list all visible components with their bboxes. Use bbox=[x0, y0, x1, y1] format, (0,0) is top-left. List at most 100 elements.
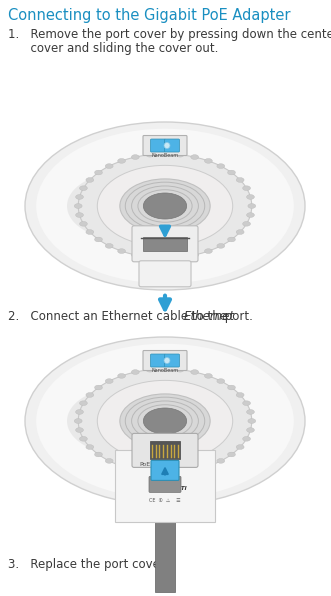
Ellipse shape bbox=[131, 155, 139, 159]
Ellipse shape bbox=[161, 256, 169, 260]
Ellipse shape bbox=[243, 436, 251, 441]
Ellipse shape bbox=[146, 255, 154, 260]
Circle shape bbox=[164, 142, 170, 148]
Ellipse shape bbox=[118, 249, 125, 253]
Ellipse shape bbox=[143, 193, 187, 219]
Ellipse shape bbox=[25, 122, 305, 290]
Ellipse shape bbox=[105, 458, 113, 463]
Ellipse shape bbox=[205, 374, 212, 378]
Ellipse shape bbox=[36, 344, 294, 498]
Ellipse shape bbox=[165, 390, 249, 436]
Ellipse shape bbox=[146, 153, 154, 157]
Text: port.: port. bbox=[221, 310, 253, 323]
Ellipse shape bbox=[120, 179, 210, 233]
FancyBboxPatch shape bbox=[165, 354, 179, 367]
Ellipse shape bbox=[131, 468, 139, 472]
Ellipse shape bbox=[248, 418, 256, 423]
Ellipse shape bbox=[118, 374, 125, 378]
Ellipse shape bbox=[79, 401, 87, 405]
Ellipse shape bbox=[243, 186, 251, 191]
Text: cover and sliding the cover out.: cover and sliding the cover out. bbox=[8, 42, 218, 55]
Ellipse shape bbox=[67, 172, 179, 240]
Ellipse shape bbox=[161, 151, 169, 156]
FancyBboxPatch shape bbox=[155, 479, 175, 592]
Ellipse shape bbox=[217, 379, 225, 383]
Ellipse shape bbox=[118, 159, 125, 163]
Ellipse shape bbox=[247, 428, 255, 432]
Ellipse shape bbox=[86, 178, 94, 182]
Ellipse shape bbox=[243, 222, 251, 226]
Text: PoE: PoE bbox=[139, 462, 151, 467]
Ellipse shape bbox=[236, 393, 244, 398]
Ellipse shape bbox=[105, 379, 113, 383]
Ellipse shape bbox=[247, 409, 255, 414]
Ellipse shape bbox=[36, 129, 294, 283]
Ellipse shape bbox=[236, 229, 244, 234]
Ellipse shape bbox=[25, 337, 305, 505]
FancyBboxPatch shape bbox=[143, 350, 187, 371]
FancyBboxPatch shape bbox=[143, 135, 187, 156]
Ellipse shape bbox=[236, 178, 244, 182]
Ellipse shape bbox=[228, 452, 235, 457]
Ellipse shape bbox=[176, 153, 184, 157]
Ellipse shape bbox=[120, 394, 210, 448]
Ellipse shape bbox=[205, 464, 212, 468]
Ellipse shape bbox=[191, 155, 199, 159]
Ellipse shape bbox=[67, 387, 179, 455]
Ellipse shape bbox=[74, 204, 82, 209]
FancyBboxPatch shape bbox=[139, 261, 191, 287]
FancyBboxPatch shape bbox=[150, 442, 180, 460]
Ellipse shape bbox=[228, 385, 235, 390]
Ellipse shape bbox=[217, 164, 225, 169]
Ellipse shape bbox=[95, 452, 102, 457]
Ellipse shape bbox=[205, 249, 212, 253]
FancyBboxPatch shape bbox=[151, 460, 179, 480]
Ellipse shape bbox=[191, 253, 199, 257]
Ellipse shape bbox=[228, 170, 235, 175]
Ellipse shape bbox=[243, 401, 251, 405]
Ellipse shape bbox=[205, 159, 212, 163]
FancyBboxPatch shape bbox=[151, 354, 166, 367]
Ellipse shape bbox=[97, 380, 233, 462]
FancyBboxPatch shape bbox=[143, 237, 187, 251]
Ellipse shape bbox=[75, 213, 83, 218]
Ellipse shape bbox=[247, 213, 255, 218]
Text: Ethernet: Ethernet bbox=[184, 310, 235, 323]
Ellipse shape bbox=[79, 186, 87, 191]
Ellipse shape bbox=[95, 237, 102, 242]
Text: CE  ①  ⚠    ☰: CE ① ⚠ ☰ bbox=[149, 498, 181, 503]
Ellipse shape bbox=[75, 409, 83, 414]
Ellipse shape bbox=[86, 229, 94, 234]
Ellipse shape bbox=[176, 367, 184, 372]
Ellipse shape bbox=[161, 367, 169, 371]
Text: Connecting to the Gigabit PoE Adapter: Connecting to the Gigabit PoE Adapter bbox=[8, 8, 291, 23]
Text: 2.   Connect an Ethernet cable to the: 2. Connect an Ethernet cable to the bbox=[8, 310, 231, 323]
Ellipse shape bbox=[78, 369, 252, 473]
Ellipse shape bbox=[79, 222, 87, 226]
Ellipse shape bbox=[95, 170, 102, 175]
Ellipse shape bbox=[97, 165, 233, 247]
Ellipse shape bbox=[248, 204, 256, 209]
Ellipse shape bbox=[105, 244, 113, 249]
Text: NanoBeam: NanoBeam bbox=[152, 153, 178, 158]
Text: NanoBeam: NanoBeam bbox=[152, 368, 178, 373]
Ellipse shape bbox=[75, 428, 83, 432]
FancyBboxPatch shape bbox=[132, 226, 198, 262]
Ellipse shape bbox=[146, 367, 154, 372]
FancyBboxPatch shape bbox=[149, 476, 181, 492]
Ellipse shape bbox=[95, 385, 102, 390]
Ellipse shape bbox=[131, 253, 139, 257]
Ellipse shape bbox=[86, 445, 94, 449]
Text: UBIQUITI: UBIQUITI bbox=[159, 486, 187, 491]
Ellipse shape bbox=[118, 464, 125, 468]
Ellipse shape bbox=[131, 370, 139, 374]
Text: 3.   Replace the port cover.: 3. Replace the port cover. bbox=[8, 558, 167, 571]
FancyBboxPatch shape bbox=[165, 139, 179, 152]
Circle shape bbox=[164, 358, 170, 364]
Ellipse shape bbox=[75, 195, 83, 199]
Ellipse shape bbox=[143, 408, 187, 434]
Text: 1.   Remove the port cover by pressing down the center of the: 1. Remove the port cover by pressing dow… bbox=[8, 28, 331, 41]
Ellipse shape bbox=[176, 255, 184, 260]
Ellipse shape bbox=[228, 237, 235, 242]
FancyBboxPatch shape bbox=[115, 451, 215, 523]
